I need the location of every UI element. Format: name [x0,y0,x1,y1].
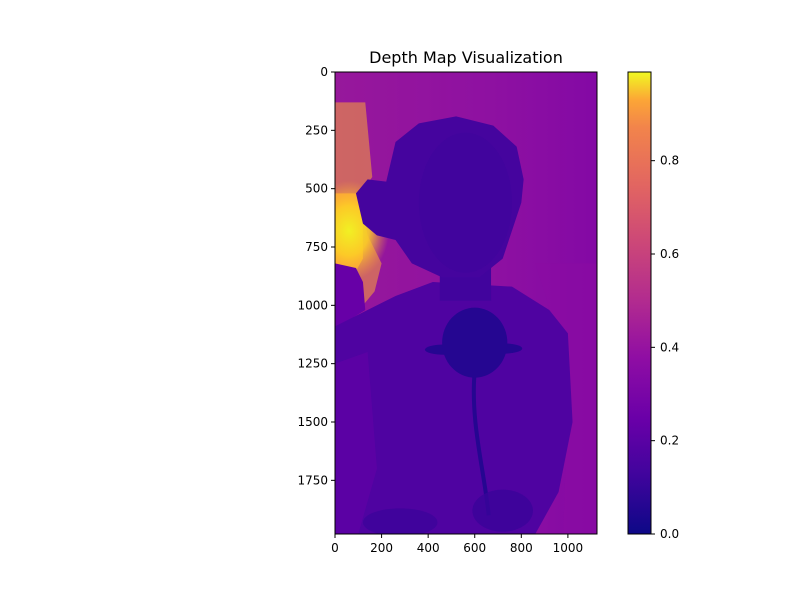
colorbar-axis: 0.0 0.2 0.4 0.6 0.8 [651,154,679,541]
depth-image [335,72,597,534]
face [418,132,512,273]
x-axis: 0 200 400 600 800 1000 [331,534,583,555]
colorbar-tick-label: 0.8 [660,154,679,168]
y-tick-label: 1750 [297,473,328,487]
y-tick-label: 1250 [297,357,328,371]
colorbar-tick-label: 0.2 [660,434,679,448]
y-tick-label: 500 [305,182,328,196]
x-tick-label: 600 [463,541,486,555]
hands [472,489,533,532]
y-axis: 0 250 500 750 1000 1250 1500 1750 [297,65,335,487]
colorbar [627,71,652,535]
y-tick-label: 0 [320,65,328,79]
colorbar-tick-label: 0.4 [660,340,679,354]
rose [442,307,508,378]
colorbar-tick-label: 0.6 [660,247,679,261]
chart-title: Depth Map Visualization [369,48,563,67]
x-tick-label: 1000 [553,541,584,555]
y-tick-label: 250 [305,123,328,137]
x-tick-label: 400 [417,541,440,555]
x-tick-label: 800 [510,541,533,555]
x-tick-label: 200 [370,541,393,555]
y-tick-label: 750 [305,240,328,254]
colorbar-tick-label: 0.0 [660,527,679,541]
y-tick-label: 1500 [297,415,328,429]
chair-edges [335,263,366,329]
plot-frame [334,71,598,535]
x-tick-label: 0 [331,541,339,555]
y-tick-label: 1000 [297,298,328,312]
